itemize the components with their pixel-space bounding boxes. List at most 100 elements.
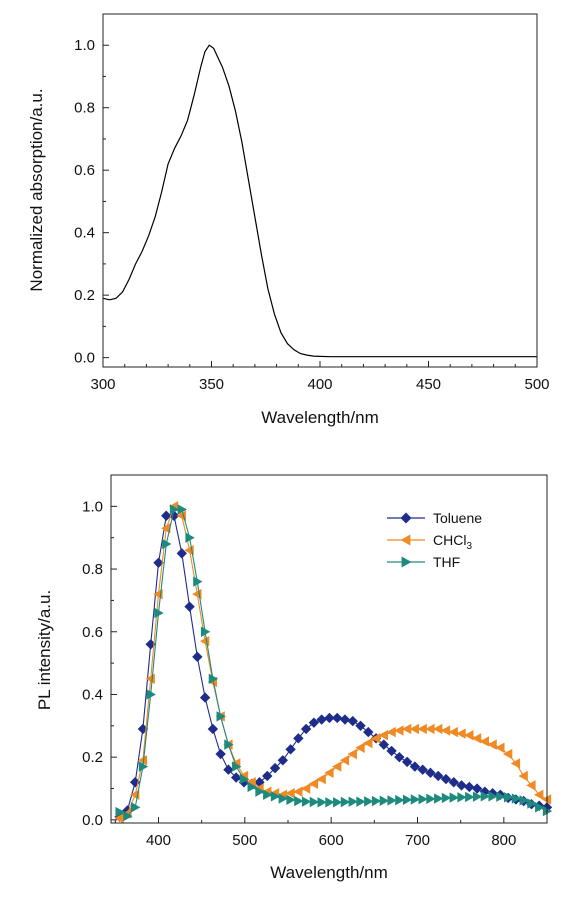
data-point	[456, 728, 466, 739]
y-tick-label: 0.0	[82, 812, 103, 829]
data-point	[153, 557, 164, 568]
data-point	[440, 773, 452, 785]
data-point	[129, 777, 141, 788]
data-point	[386, 726, 396, 738]
data-point	[448, 726, 458, 738]
y-tick-label: 0.6	[74, 162, 95, 179]
data-point	[176, 510, 186, 521]
legend-label: CHCl3	[433, 532, 472, 552]
data-point	[457, 792, 467, 803]
x-tick-label: 800	[491, 832, 516, 849]
data-point	[223, 764, 234, 775]
data-point	[300, 723, 312, 735]
series-line	[102, 44, 537, 358]
x-tick-label: 500	[524, 376, 549, 393]
absorption-plot-frame	[102, 13, 538, 368]
data-point	[278, 793, 289, 804]
data-point	[347, 715, 358, 727]
data-point	[433, 723, 443, 735]
y-tick-label: 0.6	[82, 624, 103, 641]
data-point	[254, 777, 265, 788]
data-point	[479, 786, 491, 797]
data-point	[379, 795, 390, 806]
pl-series-layer	[114, 501, 553, 824]
data-point	[161, 523, 171, 534]
data-point	[114, 813, 124, 824]
data-point	[207, 723, 219, 735]
data-point	[193, 576, 203, 587]
data-point	[232, 761, 242, 772]
data-point	[433, 770, 444, 782]
data-point	[325, 797, 335, 808]
data-point	[364, 796, 374, 807]
data-point	[317, 797, 327, 808]
y-tick-label: 0.8	[74, 100, 95, 117]
data-point	[518, 770, 528, 782]
data-point	[238, 777, 250, 788]
data-point	[285, 744, 296, 755]
data-point	[434, 793, 444, 804]
data-point	[308, 717, 320, 728]
pl-legend: Toluene CHCl3 THF	[387, 510, 482, 570]
data-point	[480, 791, 491, 802]
data-point	[441, 792, 452, 804]
data-point	[316, 773, 326, 785]
data-point	[495, 742, 505, 753]
data-point	[418, 793, 428, 805]
data-point	[137, 723, 149, 735]
data-point	[378, 730, 388, 741]
data-point	[363, 737, 373, 749]
data-point	[215, 748, 226, 760]
data-point	[425, 723, 435, 735]
data-point	[199, 692, 211, 703]
y-tick-label: 0.4	[74, 225, 95, 242]
x-tick-label: 600	[319, 832, 344, 849]
data-point	[293, 733, 304, 744]
pl-chart: 400 500 600 700 800 0.0 0.2 0.4 0.6 0.8 1.0 Wavele…	[35, 474, 553, 882]
data-point	[465, 791, 475, 803]
y-tick-label: 0.2	[82, 749, 103, 766]
data-point	[471, 783, 483, 794]
data-point	[534, 789, 544, 800]
data-point	[294, 795, 304, 807]
data-point	[511, 793, 522, 804]
data-point	[208, 673, 219, 684]
data-point	[246, 777, 256, 788]
y-tick-label: 1.0	[74, 37, 95, 54]
data-point	[168, 510, 180, 521]
y-tick-label: 0.0	[74, 350, 95, 367]
data-point	[263, 789, 273, 800]
data-point	[394, 751, 405, 763]
x-tick-label: 500	[232, 832, 257, 849]
data-point	[324, 767, 334, 779]
absorption-tick-layer: 300 350 400 450 500 0.0 0.2 0.4 0.6 0.8 1.0	[74, 13, 550, 393]
data-point	[308, 778, 319, 790]
data-point	[184, 601, 195, 612]
data-point	[355, 720, 366, 732]
data-point	[464, 730, 474, 741]
data-point	[286, 794, 296, 805]
x-tick-label: 350	[199, 376, 224, 393]
y-tick-label: 0.8	[82, 561, 103, 578]
data-point	[371, 795, 382, 807]
data-point	[145, 639, 156, 650]
y-tick-label: 1.0	[82, 498, 103, 515]
data-point	[456, 780, 467, 791]
data-point	[200, 626, 211, 637]
absorption-y-axis-title: Normalized absorption/a.u.	[27, 88, 46, 291]
absorption-chart: 300 350 400 450 500 0.0 0.2 0.4 0.6 0.8 1.0 Wavele…	[27, 13, 550, 427]
absorption-series-layer	[102, 44, 537, 358]
data-point	[487, 739, 497, 750]
pl-y-axis-title: PL intensity/a.u.	[35, 590, 54, 710]
x-tick-label: 450	[416, 376, 441, 393]
data-point	[332, 712, 343, 724]
data-point	[339, 714, 351, 725]
data-point	[370, 733, 381, 744]
data-point	[394, 725, 404, 736]
pl-tick-layer: 400 500 600 700 800 0.0 0.2 0.4 0.6 0.8 1.0	[82, 474, 548, 849]
data-point	[472, 791, 483, 802]
data-point	[409, 761, 421, 772]
data-point	[347, 748, 357, 760]
data-point	[162, 538, 172, 550]
data-point	[356, 796, 366, 807]
